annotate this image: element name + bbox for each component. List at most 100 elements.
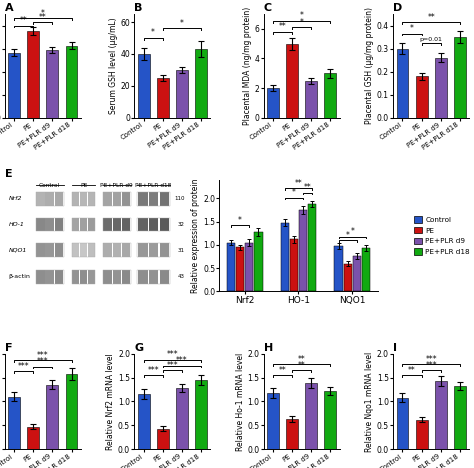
Bar: [290, 239, 298, 292]
Bar: [46, 243, 54, 257]
Bar: [36, 270, 64, 284]
Text: **: **: [408, 366, 416, 374]
Bar: [88, 192, 95, 205]
Bar: [103, 243, 112, 257]
Text: **: **: [304, 183, 311, 192]
Bar: [362, 248, 370, 292]
Text: ***: ***: [166, 351, 178, 359]
Bar: [72, 218, 95, 231]
Bar: [27, 427, 39, 449]
Text: **: **: [298, 361, 306, 370]
Y-axis label: Placental GSH (μg/mg protein): Placental GSH (μg/mg protein): [365, 7, 374, 124]
Bar: [46, 270, 54, 284]
Text: **: **: [298, 355, 306, 364]
Text: ***: ***: [176, 356, 188, 365]
Bar: [80, 192, 87, 205]
Text: C: C: [264, 3, 272, 13]
Bar: [138, 218, 147, 231]
Text: H: H: [264, 343, 273, 353]
Text: Control: Control: [39, 183, 60, 188]
Bar: [286, 419, 298, 449]
Text: Nrf2: Nrf2: [9, 196, 22, 201]
Bar: [245, 242, 254, 292]
Bar: [160, 192, 169, 205]
Text: *: *: [41, 8, 45, 17]
Text: *: *: [410, 24, 414, 33]
Y-axis label: Relative expression of protein: Relative expression of protein: [191, 178, 201, 293]
Bar: [122, 270, 130, 284]
Text: ***: ***: [425, 361, 437, 370]
Bar: [236, 247, 244, 292]
Bar: [103, 218, 131, 231]
Bar: [46, 218, 54, 231]
Bar: [113, 243, 121, 257]
Bar: [88, 270, 95, 284]
Bar: [160, 243, 169, 257]
Y-axis label: Relative Nqo1 mRNA level: Relative Nqo1 mRNA level: [365, 351, 374, 452]
Bar: [149, 270, 158, 284]
Bar: [454, 386, 466, 449]
Bar: [103, 270, 112, 284]
Bar: [454, 37, 466, 117]
Bar: [80, 270, 87, 284]
Bar: [88, 218, 95, 231]
Bar: [137, 54, 149, 117]
Text: ***: ***: [37, 357, 49, 366]
Text: E: E: [5, 169, 12, 179]
Bar: [227, 242, 235, 292]
Bar: [122, 218, 130, 231]
Bar: [149, 218, 158, 231]
Bar: [267, 393, 279, 449]
Bar: [335, 246, 343, 292]
Bar: [397, 49, 409, 117]
Text: ***: ***: [37, 351, 49, 360]
Bar: [137, 270, 170, 284]
Text: *: *: [350, 227, 355, 236]
Bar: [55, 243, 63, 257]
Bar: [325, 391, 337, 449]
Text: HO-1: HO-1: [9, 222, 24, 227]
Text: **: **: [295, 179, 302, 188]
Bar: [103, 243, 131, 257]
Legend: Control, PE, PE+PLR d9, PE+PLR d18: Control, PE, PE+PLR d9, PE+PLR d18: [414, 216, 470, 255]
Text: PE+PLR d9: PE+PLR d9: [100, 183, 133, 188]
Bar: [344, 263, 352, 292]
Text: F: F: [5, 343, 12, 353]
Bar: [72, 243, 95, 257]
Bar: [286, 44, 298, 117]
Bar: [137, 218, 170, 231]
Bar: [46, 385, 58, 449]
Bar: [65, 374, 77, 449]
Text: *: *: [300, 11, 304, 20]
Text: **: **: [427, 13, 435, 22]
Bar: [73, 270, 79, 284]
Bar: [36, 192, 64, 205]
Text: *: *: [300, 18, 304, 27]
Bar: [122, 192, 130, 205]
Bar: [55, 218, 63, 231]
Y-axis label: Placental MDA (ng/mg protein): Placental MDA (ng/mg protein): [243, 7, 252, 125]
Bar: [176, 70, 188, 117]
Bar: [36, 218, 64, 231]
Bar: [55, 270, 63, 284]
Text: NQO1: NQO1: [9, 248, 27, 253]
Bar: [65, 46, 77, 117]
Bar: [299, 210, 307, 292]
Bar: [435, 58, 447, 117]
Text: ***: ***: [166, 361, 178, 370]
Text: *: *: [180, 19, 184, 28]
Text: 43: 43: [177, 274, 184, 279]
Bar: [157, 429, 169, 449]
Bar: [103, 270, 131, 284]
Text: ***: ***: [147, 366, 159, 374]
Bar: [138, 243, 147, 257]
Bar: [149, 243, 158, 257]
Bar: [80, 243, 87, 257]
Bar: [8, 397, 20, 449]
Bar: [137, 243, 170, 257]
Text: B: B: [134, 3, 143, 13]
Bar: [397, 398, 409, 449]
Y-axis label: Relative Ho-1 mRNA level: Relative Ho-1 mRNA level: [236, 352, 245, 451]
Bar: [103, 218, 112, 231]
Bar: [160, 218, 169, 231]
